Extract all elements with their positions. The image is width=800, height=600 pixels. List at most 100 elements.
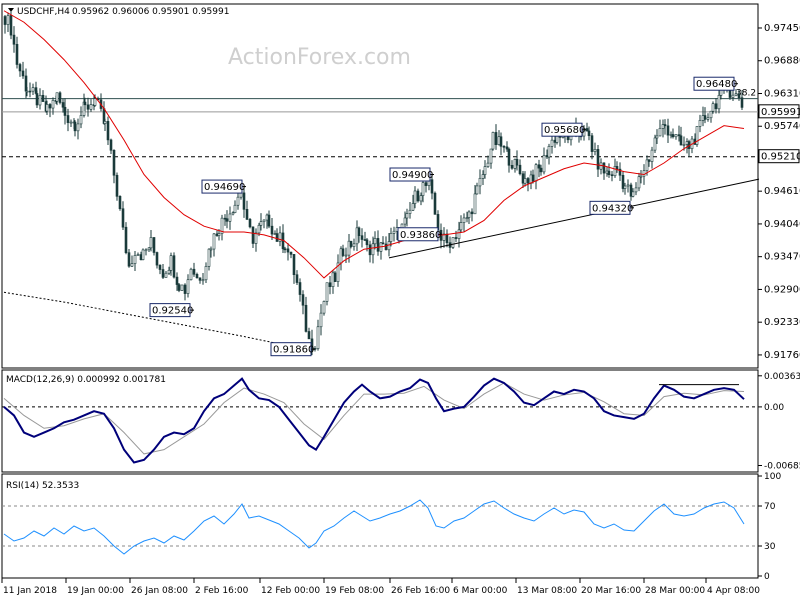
macd-y-tick-label: 0.00 [764, 403, 784, 413]
candle-body [192, 268, 196, 275]
candle-body [347, 240, 351, 256]
candle-body [706, 117, 710, 120]
candle-body [152, 237, 156, 253]
rsi-y-tick-label: 70 [764, 502, 776, 512]
ma-dotted-line [3, 291, 310, 352]
current-price-box [758, 104, 800, 119]
candle-body [695, 126, 699, 145]
x-axis: 11 Jan 2018 19 Jan 00:00 26 Jan 08:00 2 Feb… [1, 578, 760, 596]
rsi-y-tick-label: 100 [764, 472, 781, 482]
candle-body [223, 217, 227, 220]
candle-body [709, 110, 713, 119]
candle-body [360, 235, 364, 240]
rsi-panel-frame [1, 473, 759, 579]
candle-body [28, 90, 32, 93]
candle-body [48, 104, 52, 109]
annotation-box [589, 200, 631, 215]
candle-body [430, 179, 434, 194]
candle-body [115, 174, 119, 197]
candle-body [403, 217, 407, 225]
candle-body [674, 134, 678, 138]
candle-body [387, 241, 391, 251]
candle-body [478, 178, 482, 187]
candle-body [155, 252, 159, 266]
candle-body [626, 184, 630, 187]
chart-menu-icon[interactable] [8, 8, 14, 12]
candle-body [537, 164, 541, 169]
candle-body [175, 276, 179, 285]
annotation-box [389, 167, 431, 182]
annotation-label: 0.91860 [273, 345, 314, 356]
candle-body [462, 217, 466, 223]
candle-body [83, 101, 87, 106]
candle-body [481, 174, 485, 179]
fib-label: 38.2 [736, 89, 756, 99]
annotation-label: 0.94900 [392, 170, 433, 181]
annotation-box [693, 76, 735, 91]
candle-body [411, 203, 415, 211]
candle-body [51, 100, 55, 109]
candle-body [384, 243, 388, 251]
candle-body [682, 144, 686, 146]
candle-body [169, 255, 173, 271]
candle-body [344, 254, 348, 257]
candle-body [167, 269, 171, 274]
candle-body [526, 178, 530, 184]
candle-body [6, 15, 10, 25]
candle-body [505, 146, 509, 150]
candle-body [333, 272, 337, 282]
candle-body [585, 128, 589, 132]
candle-body [254, 232, 258, 244]
candle-body [58, 92, 62, 103]
candle-body [618, 168, 622, 176]
candle-body [259, 221, 263, 226]
candle-body [301, 294, 305, 306]
candle-body [86, 104, 90, 110]
candle-body [121, 208, 125, 228]
candle-body [416, 190, 420, 202]
candle-body [141, 249, 145, 260]
key-level-box [758, 149, 800, 164]
candle-body [328, 282, 332, 288]
x-tick-label: 20 Mar 16:00 [581, 586, 641, 596]
candle-body [177, 284, 181, 291]
candle-body [207, 248, 211, 267]
candle-body [278, 232, 282, 242]
x-tick-label: 12 Feb 00:00 [261, 586, 320, 596]
candle-body [201, 279, 205, 282]
candle-body [248, 219, 252, 228]
candle-body [502, 146, 506, 148]
watermark: ActionForex.com [228, 45, 411, 70]
candle-body [289, 251, 293, 255]
candle-body [467, 211, 471, 218]
candle-body [66, 115, 70, 123]
annotation-label: 0.96480 [696, 79, 737, 90]
macd-y-tick-label: 0.003638 [764, 372, 800, 382]
candle-body [507, 148, 511, 166]
macd-panel-frame [1, 369, 759, 473]
candle-body [124, 226, 128, 253]
candle-body [582, 128, 586, 137]
annotation-label: 0.94690 [204, 182, 245, 193]
candle-body [596, 149, 600, 170]
candle-body [539, 167, 543, 173]
candle-body [112, 149, 116, 176]
rsi-panel: RSI(14) 52.3533 100 70 30 0 [1, 472, 781, 582]
candle-body [587, 130, 591, 136]
candle-body [515, 159, 519, 166]
candle-body [136, 254, 140, 256]
candle-body [164, 272, 168, 278]
annotation-box [201, 179, 243, 194]
symbol-label: USDCHF,H4 [17, 7, 70, 17]
candle-body [376, 238, 380, 252]
macd-title: MACD(12,26,9) 0.000992 0.001781 [6, 375, 166, 385]
candle-body [650, 149, 654, 162]
candle-body [267, 214, 271, 227]
candle-body [451, 237, 455, 248]
